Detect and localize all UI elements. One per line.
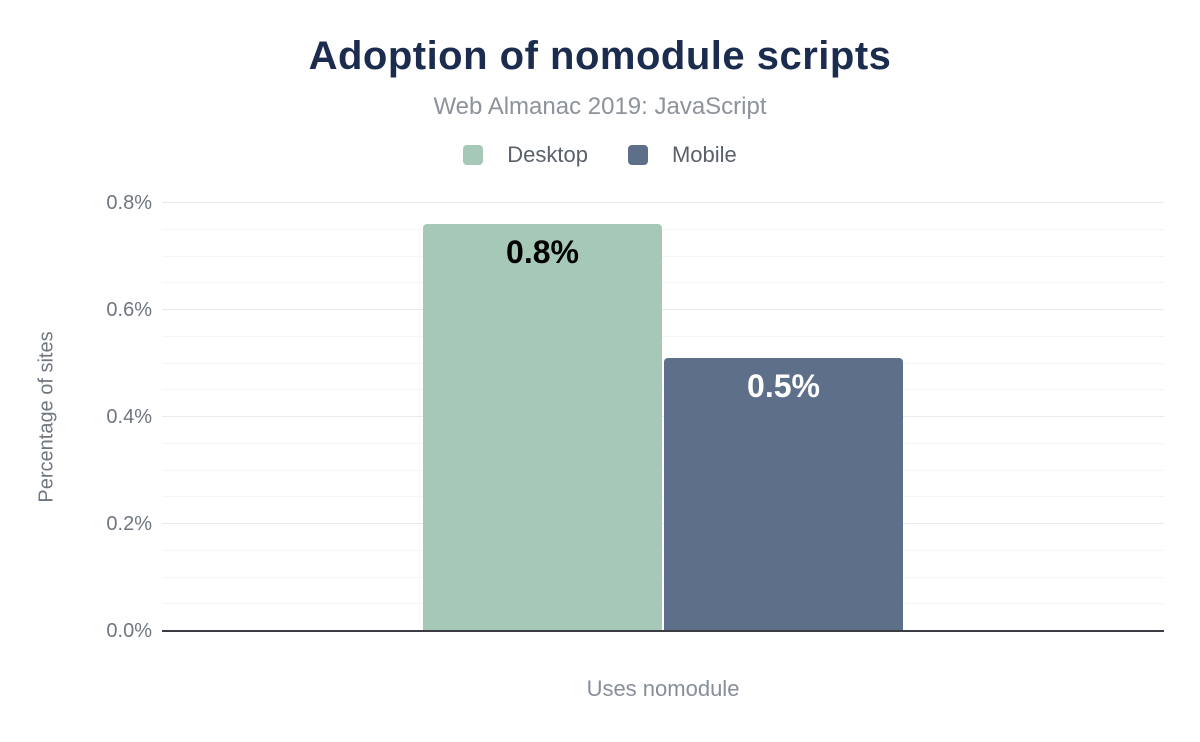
bar-desktop[interactable]: 0.8% xyxy=(423,224,662,631)
y-tick-label: 0.6% xyxy=(106,299,152,321)
minor-gridline xyxy=(162,389,1164,391)
y-tick-label: 0.2% xyxy=(106,513,152,535)
major-gridline xyxy=(162,523,1164,524)
minor-gridline xyxy=(162,496,1164,498)
minor-gridline xyxy=(162,442,1164,444)
minor-gridline xyxy=(162,228,1164,230)
minor-gridline xyxy=(162,282,1164,284)
legend-item-desktop[interactable]: Desktop xyxy=(463,142,588,168)
chart-subtitle: Web Almanac 2019: JavaScript xyxy=(433,93,767,120)
minor-gridline xyxy=(162,362,1164,364)
minor-gridline xyxy=(162,576,1164,578)
major-gridline xyxy=(162,202,1164,203)
chart-title: Adoption of nomodule scripts xyxy=(308,34,892,78)
y-tick-label: 0.4% xyxy=(106,406,152,428)
bar-value-label-mobile: 0.5% xyxy=(747,368,820,405)
plot-area: 0.8% 0.5% xyxy=(162,202,1164,632)
desktop-series-swatch-icon xyxy=(463,145,484,165)
legend: Desktop Mobile xyxy=(0,142,1200,168)
minor-gridline xyxy=(162,549,1164,551)
y-tick-label: 0.0% xyxy=(106,620,152,642)
legend-label-desktop: Desktop xyxy=(507,142,588,167)
legend-item-mobile[interactable]: Mobile xyxy=(627,142,737,168)
major-gridline xyxy=(162,309,1164,310)
x-axis-category-label: Uses nomodule xyxy=(586,676,740,701)
mobile-series-swatch-icon xyxy=(627,145,648,165)
minor-gridline xyxy=(162,255,1164,257)
y-axis-tick-labels: 0.0% 0.2% 0.4% 0.6% 0.8% xyxy=(0,192,152,642)
minor-gridline xyxy=(162,469,1164,471)
x-axis-line xyxy=(162,630,1164,632)
bar-value-label-desktop: 0.8% xyxy=(506,234,579,271)
minor-gridline xyxy=(162,335,1164,337)
major-gridline xyxy=(162,416,1164,417)
y-tick-label: 0.8% xyxy=(106,192,152,214)
bar-mobile[interactable]: 0.5% xyxy=(664,358,903,631)
legend-label-mobile: Mobile xyxy=(671,142,737,167)
minor-gridline xyxy=(162,603,1164,605)
